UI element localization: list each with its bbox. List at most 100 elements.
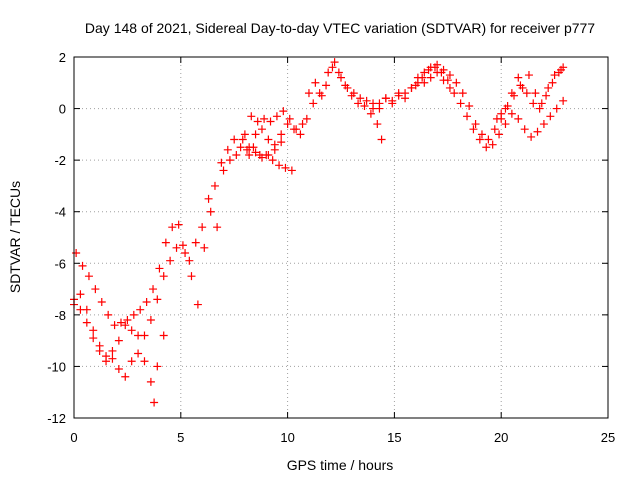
data-point <box>206 207 215 216</box>
series-arc-2 <box>72 135 286 330</box>
series-arc-8 <box>492 65 566 123</box>
data-point <box>129 310 138 319</box>
data-point <box>501 104 510 113</box>
data-point <box>437 68 446 77</box>
data-point <box>155 264 164 273</box>
data-point <box>127 326 136 335</box>
data-point <box>290 125 299 134</box>
data-point <box>514 114 523 123</box>
data-point <box>401 94 410 103</box>
data-point <box>95 341 104 350</box>
data-point <box>240 130 249 139</box>
data-point <box>266 117 275 126</box>
data-point <box>150 398 159 407</box>
data-point <box>260 114 269 123</box>
data-point <box>136 305 145 314</box>
data-point <box>217 158 226 167</box>
data-point <box>546 112 555 121</box>
data-point <box>334 68 343 77</box>
data-point <box>213 223 222 232</box>
data-point <box>507 89 516 98</box>
data-point <box>369 104 378 113</box>
data-point <box>557 65 566 74</box>
data-point <box>78 261 87 270</box>
data-point <box>134 349 143 358</box>
data-point <box>146 316 155 325</box>
data-point <box>281 163 290 172</box>
x-tick-label: 25 <box>601 430 615 445</box>
data-point <box>279 107 288 116</box>
data-point <box>82 305 91 314</box>
data-point <box>166 256 175 265</box>
data-point <box>539 120 548 129</box>
data-point <box>426 73 435 82</box>
data-point <box>424 65 433 74</box>
data-point <box>324 68 333 77</box>
data-point <box>270 140 279 149</box>
data-point <box>191 238 200 247</box>
x-tick-label: 20 <box>494 430 508 445</box>
data-point <box>298 120 307 129</box>
data-point <box>287 166 296 175</box>
data-point <box>488 140 497 149</box>
data-point <box>104 310 113 319</box>
data-point <box>482 143 491 152</box>
data-point <box>527 132 536 141</box>
data-point <box>465 101 474 110</box>
chart-title: Day 148 of 2021, Sidereal Day-to-day VTE… <box>85 20 595 36</box>
y-tick-label: -4 <box>54 205 66 220</box>
data-point <box>268 156 277 165</box>
data-point <box>200 243 209 252</box>
data-point <box>443 76 452 85</box>
data-point <box>178 241 187 250</box>
data-point <box>84 272 93 281</box>
data-point <box>204 194 213 203</box>
data-point <box>514 73 523 82</box>
data-point <box>230 135 239 144</box>
data-point <box>185 256 194 265</box>
data-point <box>477 130 486 139</box>
data-point <box>456 99 465 108</box>
data-point <box>225 156 234 165</box>
data-point <box>550 71 559 80</box>
data-point <box>520 125 529 134</box>
data-point <box>251 148 260 157</box>
data-point <box>373 120 382 129</box>
data-point <box>535 104 544 113</box>
data-point <box>91 285 100 294</box>
series-arc-7 <box>411 63 568 152</box>
data-point <box>411 81 420 90</box>
data-point <box>377 135 386 144</box>
data-point <box>302 114 311 123</box>
data-point <box>142 297 151 306</box>
data-point <box>548 78 557 87</box>
data-point <box>552 104 561 113</box>
y-tick-label: 2 <box>59 50 66 65</box>
data-points <box>70 58 568 407</box>
data-point <box>275 161 284 170</box>
data-point <box>114 336 123 345</box>
x-axis-label: GPS time / hours <box>287 457 394 473</box>
series-arc-1 <box>70 135 296 381</box>
data-point <box>311 78 320 87</box>
data-point <box>72 248 81 257</box>
data-point <box>89 326 98 335</box>
data-point <box>116 318 125 327</box>
x-tick-label: 0 <box>70 430 77 445</box>
data-point <box>471 120 480 129</box>
data-point <box>463 112 472 121</box>
data-point <box>469 125 478 134</box>
data-point <box>296 130 305 139</box>
data-point <box>475 135 484 144</box>
data-point <box>518 83 527 92</box>
data-point <box>501 120 510 129</box>
data-point <box>97 297 106 306</box>
data-point <box>407 83 416 92</box>
data-point <box>283 120 292 129</box>
data-point <box>159 272 168 281</box>
data-point <box>247 112 256 121</box>
data-point <box>360 101 369 110</box>
data-point <box>388 99 397 108</box>
data-point <box>452 78 461 87</box>
series-arc-5 <box>245 63 386 159</box>
